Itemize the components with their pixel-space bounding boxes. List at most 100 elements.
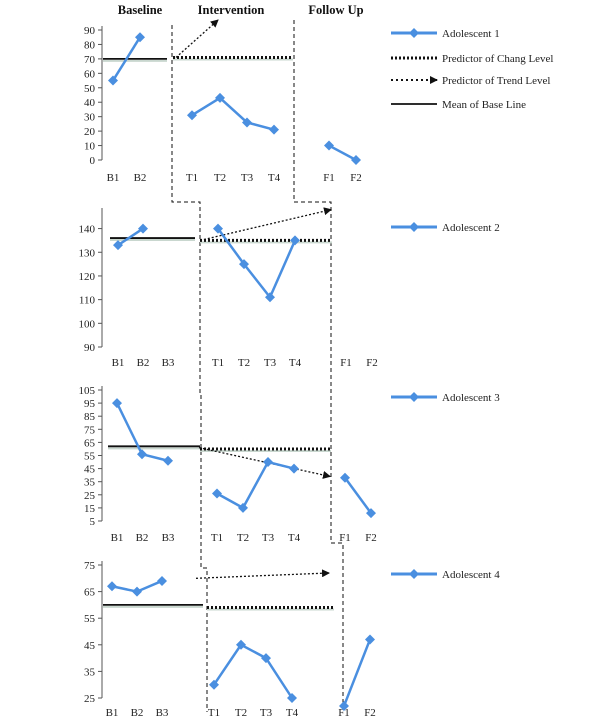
y-tick-label: 120 [79, 271, 96, 283]
y-tick-label: 50 [84, 83, 96, 95]
data-point-T4 [289, 463, 299, 474]
y-tick-label: 45 [84, 464, 96, 476]
phase-title-intervention: Intervention [198, 3, 265, 17]
y-tick-label: 20 [84, 126, 96, 138]
data-point-T4 [287, 693, 297, 703]
predictor-trend-arrow [199, 207, 332, 242]
x-tick-label: B1 [106, 707, 119, 719]
series-line-segment [216, 227, 297, 300]
y-tick-label: 130 [79, 247, 96, 259]
y-tick-label: 5 [90, 516, 96, 528]
y-tick-label: 35 [84, 666, 96, 678]
series-line-segment [111, 36, 142, 82]
data-point-T2 [238, 502, 248, 513]
x-tick-label: F1 [339, 532, 351, 544]
data-point-F1 [339, 700, 349, 711]
x-tick-label: B3 [156, 707, 169, 719]
data-point-B2 [138, 223, 148, 234]
legend-series-3: Adolescent 3 [442, 392, 500, 404]
series-line-segment [343, 477, 373, 514]
y-tick-label: 90 [84, 25, 96, 37]
y-tick-label: 70 [84, 54, 96, 66]
x-tick-label: F2 [366, 357, 378, 369]
data-point-T2 [239, 259, 249, 270]
x-tick-label: T4 [289, 357, 302, 369]
legend-series-2: Adolescent 2 [442, 222, 500, 234]
series-line-segment [328, 144, 357, 162]
predictor-trend-arrow [175, 19, 219, 58]
data-point-B3 [157, 575, 167, 586]
data-point-B1 [108, 75, 118, 86]
series-line-segment [191, 96, 275, 131]
y-tick-label: 25 [84, 490, 96, 502]
y-tick-label: 40 [84, 97, 96, 109]
data-point-T3 [265, 292, 275, 303]
x-tick-label: T3 [241, 172, 254, 184]
x-tick-label: B2 [134, 172, 147, 184]
x-tick-label: F2 [364, 707, 376, 719]
y-tick-label: 35 [84, 477, 96, 489]
data-point-T2 [236, 639, 246, 650]
data-point-B2 [132, 586, 142, 597]
x-tick-label: T4 [286, 707, 299, 719]
data-point-F1 [340, 472, 350, 483]
x-tick-label: B3 [162, 532, 175, 544]
x-tick-label: T1 [208, 707, 220, 719]
legend-series-4: Adolescent 4 [442, 569, 500, 581]
x-tick-label: T4 [288, 532, 301, 544]
y-tick-label: 60 [84, 68, 96, 80]
data-point-F2 [365, 634, 375, 645]
x-tick-label: T2 [238, 357, 250, 369]
data-point-T3 [263, 457, 273, 468]
x-tick-label: T2 [235, 707, 247, 719]
series-line-segment [212, 643, 294, 699]
x-tick-label: T3 [262, 532, 275, 544]
data-point-T4 [290, 235, 300, 246]
y-tick-label: 55 [84, 451, 96, 463]
data-point-F2 [351, 155, 361, 165]
y-tick-label: 110 [79, 295, 96, 307]
phase-title-baseline: Baseline [118, 3, 163, 17]
phase-line-baseline-intervention [171, 25, 208, 712]
x-tick-label: B1 [111, 532, 124, 544]
y-tick-label: 95 [84, 398, 96, 410]
data-point-T3 [261, 653, 271, 664]
panel-adolescent-4: 25 35 45 55 65 75 B1 B2 B3 T1 T2 T3 T4 F1 F2 [84, 560, 376, 719]
panel-adolescent-2: 90 100 110 120 130 140 B1 B2 B3 T1 T2 T3 T4 F1 F2 [79, 207, 378, 369]
x-tick-label: F1 [340, 357, 352, 369]
y-tick-label: 75 [84, 424, 96, 436]
data-point-T2 [215, 92, 225, 103]
x-tick-label: T1 [212, 357, 224, 369]
y-tick-label: 100 [79, 318, 96, 330]
legend-mean-baseline: Mean of Base Line [442, 99, 526, 111]
data-point-T3 [242, 117, 252, 128]
y-tick-label: 65 [84, 587, 96, 599]
series-line-segment [216, 460, 295, 510]
data-point-T1 [212, 488, 222, 499]
data-point-F2 [366, 508, 376, 519]
y-tick-label: 30 [84, 112, 96, 124]
data-point-B2 [135, 32, 145, 43]
x-tick-label: T2 [237, 532, 249, 544]
x-tick-label: T3 [264, 357, 277, 369]
x-tick-label: F2 [350, 172, 362, 184]
data-point-B2 [137, 449, 147, 460]
y-tick-label: 0 [90, 155, 96, 167]
y-tick-label: 15 [84, 503, 96, 515]
data-point-B1 [113, 240, 123, 251]
data-point-F1 [324, 140, 334, 151]
legend: Adolescent 1 Predictor of Chang Level Pr… [391, 28, 554, 581]
x-tick-label: B3 [162, 357, 175, 369]
x-tick-label: B2 [136, 532, 149, 544]
x-tick-label: B1 [107, 172, 120, 184]
data-point-B1 [107, 581, 117, 592]
data-point-T1 [209, 679, 219, 690]
x-tick-label: T1 [211, 532, 223, 544]
x-tick-label: T1 [186, 172, 198, 184]
data-point-T1 [187, 110, 197, 121]
data-point-B1 [112, 398, 122, 409]
series-line-segment [117, 227, 144, 247]
legend-predictor-change: Predictor of Chang Level [442, 53, 554, 65]
y-tick-label: 85 [84, 411, 96, 423]
